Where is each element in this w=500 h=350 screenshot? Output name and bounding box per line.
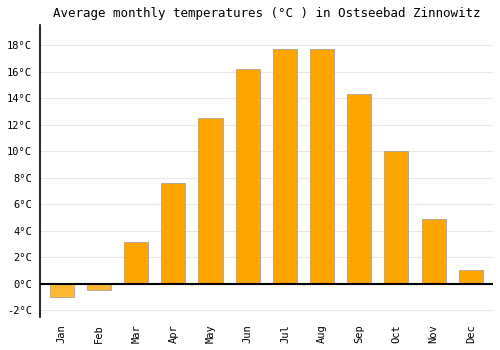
Title: Average monthly temperatures (°C ) in Ostseebad Zinnowitz: Average monthly temperatures (°C ) in Os… <box>52 7 480 20</box>
Bar <box>162 183 186 284</box>
Bar <box>236 69 260 284</box>
Bar <box>347 94 372 284</box>
Bar <box>273 49 297 284</box>
Bar <box>124 243 148 284</box>
Bar <box>310 49 334 284</box>
Bar <box>458 270 483 284</box>
Bar <box>50 284 74 297</box>
Bar <box>87 284 111 290</box>
Bar <box>422 219 446 284</box>
Bar <box>198 118 222 284</box>
Bar <box>384 151 408 284</box>
